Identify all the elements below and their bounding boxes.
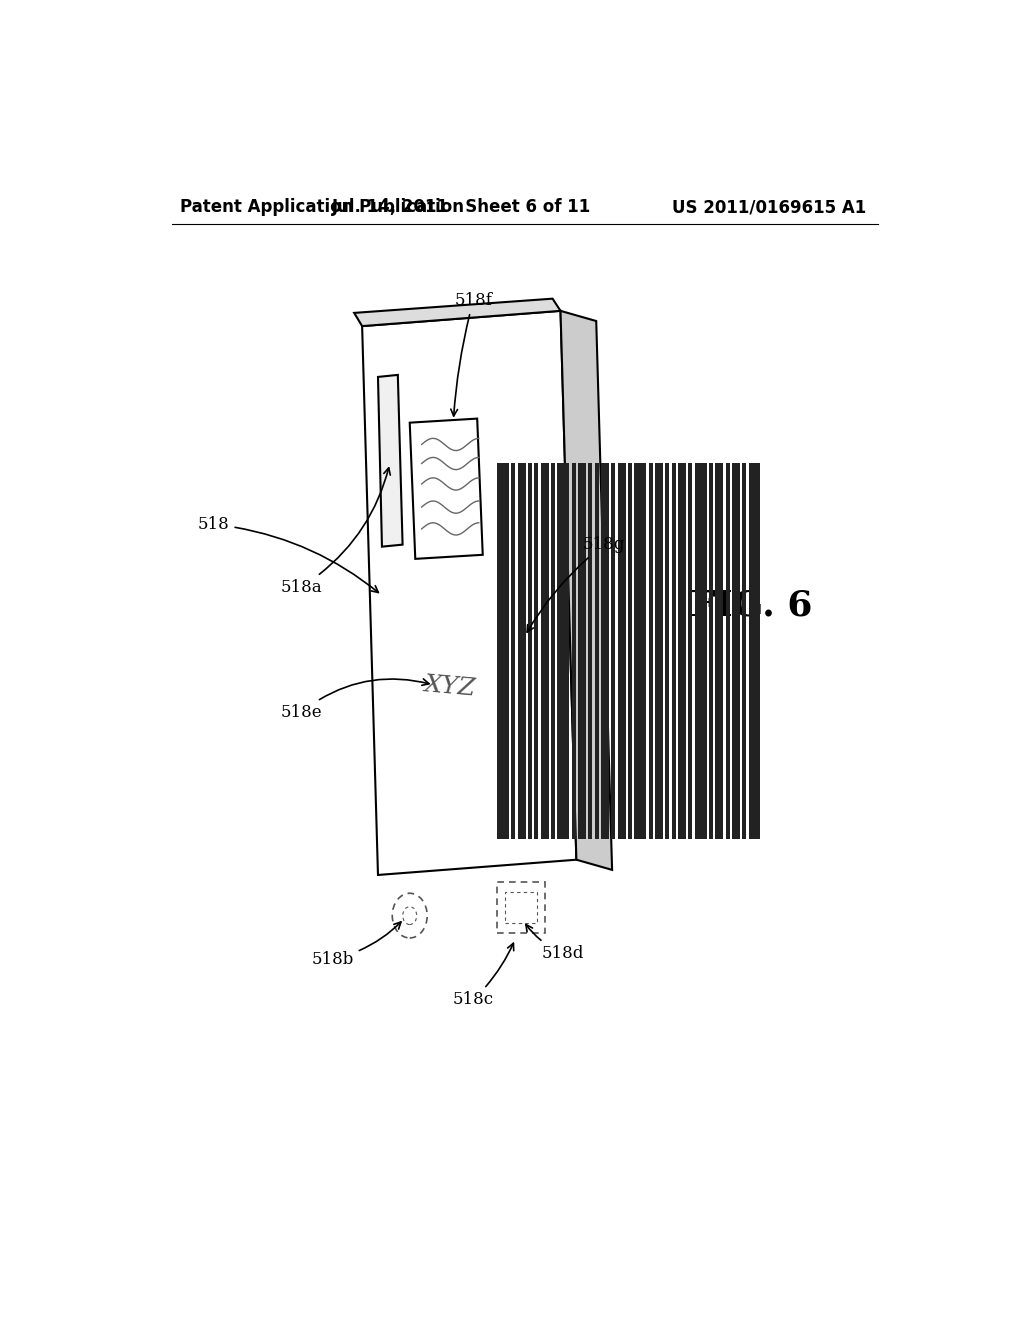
Bar (666, 463, 670, 840)
Bar (742, 463, 746, 840)
Bar (497, 463, 509, 840)
Bar (511, 463, 515, 840)
Text: US 2011/0169615 A1: US 2011/0169615 A1 (672, 198, 866, 216)
Text: 518e: 518e (281, 678, 429, 721)
Text: 518d: 518d (526, 924, 584, 962)
Text: 518g: 518g (527, 536, 626, 632)
Bar (551, 463, 555, 840)
Text: Jul. 14, 2011   Sheet 6 of 11: Jul. 14, 2011 Sheet 6 of 11 (332, 198, 591, 216)
Bar (528, 463, 531, 840)
Polygon shape (378, 375, 402, 546)
Bar (571, 463, 575, 840)
Bar (672, 463, 676, 840)
Text: 518: 518 (198, 516, 378, 593)
Bar (595, 463, 599, 840)
Text: 518b: 518b (311, 921, 401, 968)
Polygon shape (410, 418, 482, 558)
Text: FIG. 6: FIG. 6 (690, 589, 812, 623)
Bar (732, 463, 740, 840)
Text: XYZ: XYZ (423, 673, 476, 701)
Text: 518f: 518f (451, 292, 493, 416)
Bar (497, 882, 545, 933)
Bar (557, 463, 569, 840)
Bar (749, 463, 761, 840)
Bar (588, 463, 592, 840)
Bar (634, 463, 646, 840)
Bar (628, 463, 632, 840)
Text: Patent Application Publication: Patent Application Publication (179, 198, 464, 216)
Bar (678, 463, 686, 840)
Bar (688, 463, 692, 840)
Bar (709, 463, 713, 840)
Bar (505, 892, 537, 923)
Bar (518, 463, 525, 840)
Bar (655, 463, 663, 840)
Bar (648, 463, 652, 840)
Text: 518c: 518c (453, 944, 514, 1008)
Polygon shape (560, 312, 612, 870)
Text: 518a: 518a (281, 467, 390, 595)
Bar (617, 463, 626, 840)
Bar (716, 463, 723, 840)
Bar (726, 463, 729, 840)
Bar (611, 463, 615, 840)
Bar (541, 463, 549, 840)
Bar (578, 463, 586, 840)
Bar (694, 463, 707, 840)
Polygon shape (362, 312, 577, 875)
Polygon shape (354, 298, 560, 326)
Bar (535, 463, 539, 840)
Bar (601, 463, 609, 840)
